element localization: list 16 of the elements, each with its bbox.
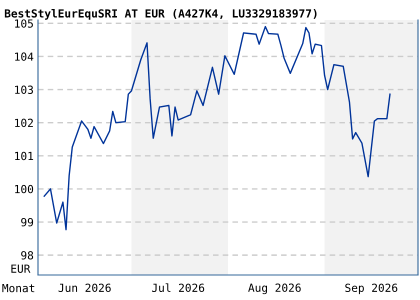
y-axis-title: EUR <box>11 264 30 273</box>
y-tick-label: 98 <box>21 251 34 260</box>
x-tick-label: Aug 2026 <box>248 284 301 294</box>
chart-title: BestStylEurEquSRI AT EUR (A427K4, LU3329183977) <box>4 9 317 20</box>
x-tick-label: Sep 2026 <box>345 284 398 294</box>
y-tick-label: 99 <box>21 218 34 226</box>
y-tick-label: 101 <box>15 152 34 160</box>
x-tick-label: Jun 2026 <box>58 284 111 292</box>
y-tick-label: 104 <box>15 52 34 61</box>
y-tick-label: 105 <box>15 19 33 28</box>
x-axis-title: Monat <box>2 284 34 292</box>
x-tick-label: Jul 2026 <box>152 283 204 292</box>
y-tick-label: 103 <box>15 86 33 94</box>
y-tick-label: 100 <box>15 184 34 194</box>
line-series <box>44 26 391 230</box>
y-tick-label: 102 <box>15 118 33 128</box>
